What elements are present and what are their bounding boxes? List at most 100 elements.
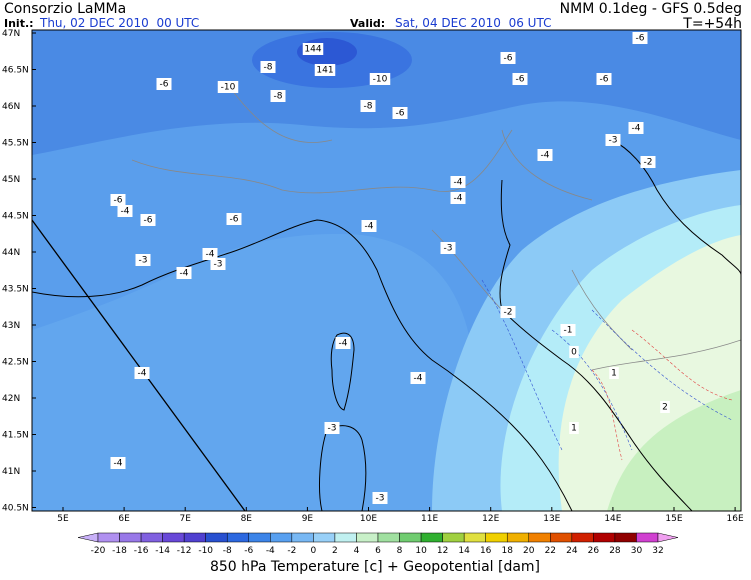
contour-label: -4 — [632, 124, 641, 134]
contour-label-box — [260, 61, 276, 73]
contour-label: -4 — [365, 222, 374, 232]
contour-label-box — [450, 176, 466, 188]
colorbar-label: 14 — [458, 546, 470, 556]
valid-label: Valid: — [350, 17, 385, 30]
lat-label: 41.5N — [2, 431, 29, 441]
contour-label: -4 — [180, 269, 189, 279]
contour-label: -8 — [274, 92, 283, 102]
colorbar-label: 2 — [332, 546, 338, 556]
contour-label: 144 — [304, 45, 321, 55]
field — [32, 234, 474, 511]
contour-label: -8 — [364, 102, 373, 112]
contour-label: -6 — [114, 196, 123, 206]
contour-label-box — [135, 254, 151, 266]
lat-label: 44.5N — [2, 212, 29, 222]
contour-label-box — [392, 107, 408, 119]
colorbar-label: 8 — [397, 546, 403, 556]
lon-label: 13E — [543, 514, 560, 524]
contour-label-box — [569, 422, 579, 434]
colorbar-box — [270, 532, 293, 543]
init-time: Thu, 02 DEC 2010 00 UTC — [39, 16, 199, 30]
contour-label: -3 — [609, 136, 618, 146]
lat-label: 46.5N — [2, 66, 29, 76]
colorbar-label: 30 — [631, 546, 643, 556]
contour-label: -1 — [564, 326, 573, 336]
contour-label: -4 — [339, 339, 348, 349]
contour-label: -4 — [454, 178, 463, 188]
contour-label-box — [335, 337, 351, 349]
lon-label: 16E — [727, 514, 744, 524]
coastline — [32, 219, 573, 511]
contour-label-box — [640, 156, 656, 168]
colorbar-box — [356, 532, 379, 543]
colorbar-box — [463, 532, 486, 543]
contour-label-box — [560, 324, 576, 336]
colorbar-label: 32 — [652, 546, 663, 556]
domain-boundary — [32, 219, 246, 511]
colorbar-label: 24 — [566, 546, 578, 556]
contour-label-box — [226, 213, 242, 225]
colorbar-end — [657, 532, 679, 543]
colorbar-box — [183, 532, 206, 543]
colorbar-label: -20 — [91, 546, 106, 556]
model: NMM 0.1deg - GFS 0.5deg — [560, 1, 742, 17]
contour-label: -3 — [328, 424, 337, 434]
colorbar-label: -10 — [198, 546, 213, 556]
lat-label: 45.5N — [2, 139, 29, 149]
contour-label: -4 — [206, 250, 215, 260]
contour-label: -6 — [504, 54, 513, 64]
lat-label: 41N — [2, 467, 20, 477]
colorbar-box — [140, 532, 163, 543]
producer: Consorzio LaMMa — [4, 1, 126, 17]
contour-label: -10 — [221, 83, 236, 93]
colorbar-label: 4 — [354, 546, 360, 556]
contour-label-box — [324, 422, 340, 434]
corsica — [330, 332, 355, 411]
lat-label: 44N — [2, 248, 20, 258]
contour-label-box — [156, 78, 172, 90]
colorbar-label: -4 — [266, 546, 275, 556]
colorbar-label: -16 — [134, 546, 149, 556]
lon-label: 10E — [360, 514, 377, 524]
colorbar-box — [162, 532, 185, 543]
contour-label-box — [314, 64, 336, 76]
contour-label: -2 — [504, 308, 513, 318]
colorbar-box — [528, 532, 551, 543]
contour-label: -2 — [644, 158, 653, 168]
contour-label-box — [110, 194, 126, 206]
contour-label: 141 — [316, 66, 333, 76]
contour-label: 1 — [611, 369, 617, 379]
contour-label-box — [217, 81, 239, 93]
lat-label: 43.5N — [2, 285, 29, 295]
colorbar-box — [399, 532, 422, 543]
contour-label: -3 — [139, 256, 148, 266]
colorbar-box — [119, 532, 142, 543]
contour-label-box — [302, 43, 324, 55]
contour-label: 0 — [571, 348, 577, 358]
contour-label-box — [660, 401, 670, 413]
contour-label-box — [632, 32, 648, 44]
coastline — [611, 139, 741, 276]
colorbar-box — [550, 532, 573, 543]
init-label: Init.: — [4, 17, 34, 30]
colorbar-box — [226, 532, 250, 543]
lon-label: 14E — [604, 514, 621, 524]
contour-label-box — [361, 220, 377, 232]
contour-label: -6 — [636, 34, 645, 44]
colorbar-box — [205, 532, 228, 543]
contour-label-box — [210, 258, 226, 270]
valid-time: Sat, 04 DEC 2010 06 UTC — [395, 16, 551, 30]
map-frame — [31, 29, 742, 512]
axes: 47N 46.5N 46N 45.5N 45N 44.5N 44N 43.5N 43N 42.5N… — [2, 29, 744, 524]
colorbar-label: -14 — [155, 546, 170, 556]
colorbar-box — [636, 532, 659, 543]
colorbar-box — [291, 532, 314, 543]
lat-label: 45N — [2, 175, 20, 185]
contour-label-box — [410, 372, 426, 384]
contour-label-box — [372, 492, 388, 504]
contour-label: -4 — [541, 151, 550, 161]
contour-label: -6 — [230, 215, 239, 225]
colorbar-box — [420, 532, 443, 543]
contour-label: -4 — [414, 374, 423, 384]
